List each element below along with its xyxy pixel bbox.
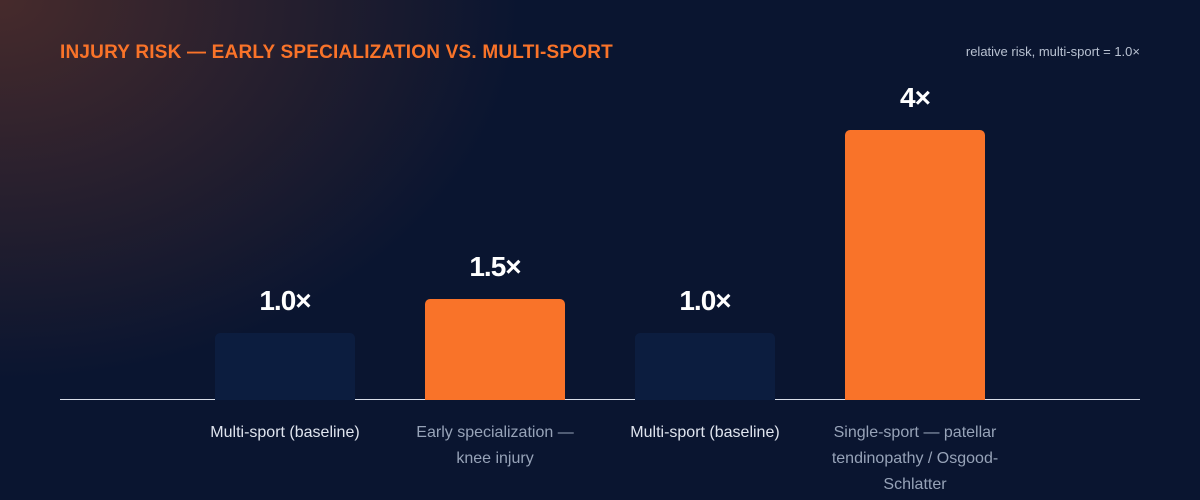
value-label: 1.0× bbox=[259, 284, 311, 316]
bar bbox=[425, 298, 565, 400]
x-tick-label: Multi-sport (baseline) bbox=[630, 424, 780, 441]
value-label: 4× bbox=[900, 82, 931, 113]
baseline-axis bbox=[60, 399, 1140, 400]
chart-title: INJURY RISK — EARLY SPECIALIZATION VS. M… bbox=[60, 42, 613, 63]
x-tick-label: Early specialization — knee injury bbox=[416, 424, 574, 467]
bar bbox=[215, 332, 355, 400]
value-label: 1.0× bbox=[679, 284, 731, 316]
x-tick-label: Multi-sport (baseline) bbox=[210, 424, 360, 441]
bar bbox=[845, 130, 985, 400]
x-tick-label: Single-sport — patellar tendinopathy / O… bbox=[831, 424, 999, 493]
chart-subtitle: relative risk, multi-sport = 1.0× bbox=[965, 44, 1140, 59]
value-label: 1.5× bbox=[469, 250, 521, 282]
bar bbox=[635, 332, 775, 400]
